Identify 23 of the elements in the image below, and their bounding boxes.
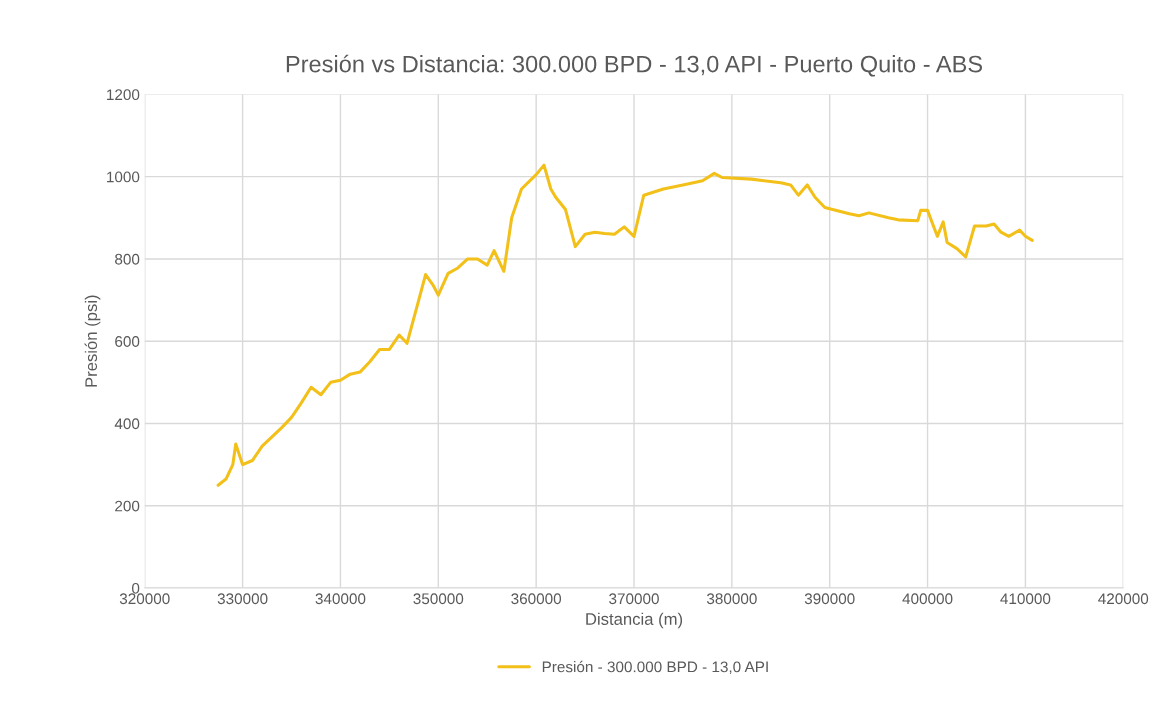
- y-tick-label: 800: [115, 253, 140, 265]
- x-tick-label: 330000: [217, 593, 268, 605]
- y-axis-title: Presión (psi): [84, 295, 101, 387]
- x-tick-label: 420000: [1098, 593, 1149, 605]
- y-tick-label: 200: [115, 500, 140, 512]
- x-tick-label: 340000: [315, 593, 366, 605]
- line-series: [216, 163, 1034, 487]
- x-tick-label: 370000: [609, 593, 659, 605]
- y-tick-label: 1200: [107, 89, 140, 101]
- x-tick-label: 350000: [413, 593, 464, 605]
- y-tick-label: 0: [131, 582, 140, 594]
- x-tick-label: 410000: [1000, 593, 1051, 605]
- x-tick-label: 390000: [804, 593, 855, 605]
- legend-label: Presión - 300.000 BPD - 13,0 API: [542, 660, 768, 675]
- y-tick-label: 400: [114, 418, 140, 430]
- x-tick-label: 320000: [119, 593, 170, 605]
- x-tick-label: 380000: [706, 593, 757, 605]
- x-tick-label: 360000: [511, 593, 562, 605]
- chart-title: Presión vs Distancia: 300.000 BPD - 13,0 API - Puerto Quito - ABS: [286, 54, 983, 77]
- x-tick-label: 400000: [902, 593, 953, 605]
- y-tick-label: 1000: [107, 171, 140, 183]
- x-axis-title: Distancia (m): [586, 612, 683, 629]
- y-tick-label: 600: [115, 336, 140, 347]
